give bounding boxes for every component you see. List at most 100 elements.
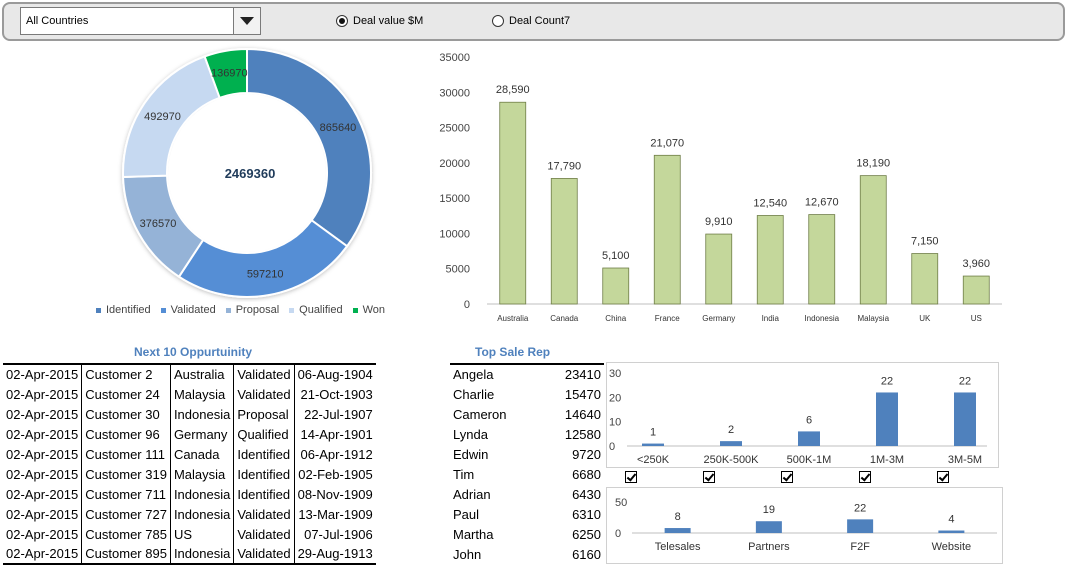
cell-stage: Validated	[233, 364, 295, 384]
cell-date: 02-Apr-2015	[6, 446, 79, 462]
bar-value-label: 12,540	[753, 198, 787, 210]
y-tick-label: 25000	[439, 123, 470, 135]
cell-stage: Identified	[233, 464, 295, 484]
radio-deal-count-label: Deal Count7	[509, 15, 571, 27]
cell-country: Indonesia	[169, 404, 234, 424]
bar-value-label: 22	[959, 375, 971, 387]
cell-date: 02-Apr-2015	[6, 466, 79, 482]
cell-customer: Customer 111	[81, 444, 171, 464]
rep-value: 6680	[572, 466, 601, 482]
cell-date: 02-Apr-2015	[6, 386, 79, 402]
table-row: John 6160	[450, 544, 604, 564]
checkbox-3m-5m[interactable]	[937, 471, 949, 483]
radio-deal-value[interactable]: Deal value $M	[336, 15, 423, 27]
table-row: 02-Apr-2015 Customer 785 US Validated 07-Jul…	[3, 524, 376, 544]
bar-value-label: 1	[650, 427, 656, 439]
cell-country: US	[169, 524, 234, 544]
bar-value-label: 19	[763, 504, 775, 516]
x-tick-label: <250K	[637, 454, 670, 466]
table-row: 02-Apr-2015 Customer 111 Canada Identified 0…	[3, 444, 376, 464]
y-tick-label: 20	[609, 392, 621, 404]
bar-germany	[705, 233, 733, 305]
cell-stage: Proposal	[233, 404, 295, 424]
chevron-down-icon[interactable]	[233, 8, 260, 34]
y-tick-label: 0	[464, 299, 470, 311]
bar-website	[938, 530, 965, 533]
checkbox-1m-3m[interactable]	[859, 471, 871, 483]
rep-name: Cameron	[453, 406, 507, 422]
checkbox-500k-1m[interactable]	[781, 471, 793, 483]
radio-selected-icon[interactable]	[336, 15, 348, 27]
donut-label-proposal: 376570	[140, 218, 177, 230]
cell-date: 02-Apr-2015	[6, 367, 79, 382]
opportunity-title: Next 10 Oppurtuinity	[134, 345, 253, 359]
x-tick-label: France	[655, 314, 680, 323]
cell-customer: Customer 711	[81, 484, 171, 504]
cell-date: 02-Apr-2015	[6, 526, 79, 542]
y-tick-label: 30000	[439, 87, 470, 99]
donut-label-validated: 597210	[247, 268, 284, 280]
cell-close-date: 22-Jul-1907	[293, 404, 376, 424]
bar-250k-500k	[720, 441, 742, 446]
country-dropdown[interactable]: All Countries	[20, 7, 261, 35]
y-tick-label: 15000	[439, 193, 470, 205]
legend-item-validated: Validated	[160, 304, 216, 316]
x-tick-label: US	[971, 314, 982, 323]
country-bar-chart: 0 5000 10000 15000 20000 25000 30000 35000 28,59…	[439, 52, 1002, 323]
y-tick-label: 20000	[439, 158, 470, 170]
table-row: 02-Apr-2015 Customer 24 Malaysia Validated 2…	[3, 384, 376, 404]
table-row: Adrian 6430	[450, 484, 604, 504]
rep-name: Adrian	[453, 486, 491, 502]
cell-close-date: 14-Apr-1901	[293, 424, 376, 444]
donut-label-qualified: 492970	[144, 111, 181, 123]
rep-value: 23410	[564, 367, 601, 382]
table-row: 02-Apr-2015 Customer 2 Australia Validated 0…	[3, 364, 376, 384]
y-tick-label: 10	[609, 417, 621, 429]
radio-unselected-icon[interactable]	[492, 15, 504, 27]
legend-item-won: Won	[352, 304, 385, 316]
bar-1m-3m	[876, 392, 898, 446]
bar-3m-5m	[954, 392, 976, 446]
radio-deal-count[interactable]: Deal Count7	[492, 15, 570, 27]
cell-country: Germany	[169, 424, 234, 444]
cell-stage: Identified	[233, 444, 295, 464]
bar-us	[962, 275, 990, 305]
donut-legend: Identified Validated Proposal Qualified …	[96, 304, 385, 316]
y-tick-label: 10000	[439, 228, 470, 240]
cell-customer: Customer 319	[81, 464, 171, 484]
checkbox-250k-500k[interactable]	[703, 471, 715, 483]
bar-value-label: 7,150	[911, 236, 939, 248]
rep-value: 15470	[564, 386, 601, 402]
rep-name: Lynda	[453, 426, 488, 442]
x-tick-label: Telesales	[655, 541, 701, 553]
bar-value-label: 6	[806, 414, 812, 426]
x-tick-label: Indonesia	[804, 314, 839, 323]
cell-stage: Validated	[233, 384, 295, 404]
y-tick-label: 0	[615, 528, 621, 540]
x-tick-label: F2F	[850, 541, 870, 553]
rep-name: Angela	[453, 367, 494, 382]
x-tick-label: Website	[932, 541, 972, 553]
bar-indonesia	[808, 214, 836, 305]
cell-country: Indonesia	[169, 504, 234, 524]
x-tick-label: 500K-1M	[787, 454, 832, 466]
checkbox-250k[interactable]	[625, 471, 637, 483]
cell-date: 02-Apr-2015	[6, 486, 79, 502]
bar-value-label: 12,670	[805, 197, 839, 209]
x-tick-label: Canada	[550, 314, 579, 323]
bar-value-label: 17,790	[547, 160, 581, 172]
cell-customer: Customer 727	[81, 504, 171, 524]
donut-slice-identified	[246, 47, 372, 248]
top-sale-rep-title: Top Sale Rep	[475, 345, 551, 359]
bar-value-label: 28,590	[496, 84, 530, 96]
bar-value-label: 18,190	[856, 158, 890, 170]
table-row: 02-Apr-2015 Customer 727 Indonesia Validate…	[3, 504, 376, 524]
table-row: Angela 23410	[450, 364, 604, 384]
cell-stage: Qualified	[233, 424, 295, 444]
table-row: 02-Apr-2015 Customer 895 Indonesia Validate…	[3, 544, 376, 564]
deal-size-chart-frame: 0 10 20 30 1 <250K 2 250K-500K 6 500K-1M 22 1M-3M 22…	[606, 362, 999, 468]
cell-close-date: 13-Mar-1909	[293, 504, 376, 524]
x-tick-label: UK	[919, 314, 931, 323]
bar-china	[602, 267, 630, 305]
channel-chart-frame: 0 50 8 Telesales 19 Partners 22 F2F 4 Website	[606, 487, 1003, 564]
